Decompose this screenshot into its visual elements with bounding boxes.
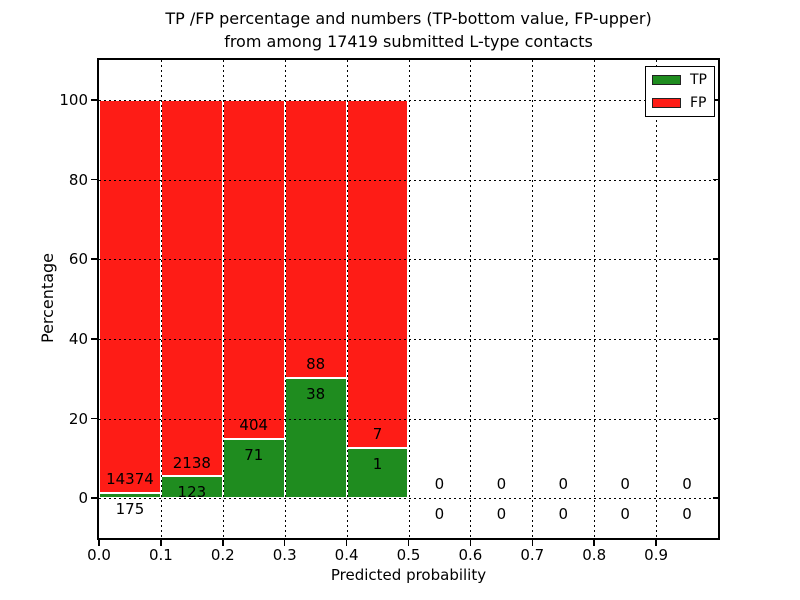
y-tick-label: 100 [59, 90, 88, 109]
y-tick-label: 80 [68, 170, 88, 189]
chart-title-line2: from among 17419 submitted L-type contac… [224, 32, 593, 51]
vertical-gridline [470, 60, 472, 538]
fp-bar-segment [222, 99, 285, 439]
legend-item-tp: TP [652, 73, 707, 87]
tp-count-label: 0 [496, 505, 507, 524]
fp-bar-segment [99, 99, 161, 494]
vertical-gridline [346, 60, 348, 538]
legend: TP FP [645, 66, 715, 117]
tp-count-label: 175 [115, 500, 145, 519]
fp-bar-segment [284, 99, 347, 379]
fp-count-label: 404 [239, 415, 269, 434]
x-tick [283, 540, 286, 546]
fp-count-label: 88 [306, 355, 326, 374]
plot-inner: TP FP 14374 175 2138 123 404 71 88 38 7 1 0 0 0 0 0 0 0 0… [99, 60, 718, 538]
x-tick-label: 0.5 [396, 546, 421, 564]
vertical-gridline [532, 60, 534, 538]
x-tick-label: 0.3 [272, 546, 297, 564]
horizontal-gridline [99, 418, 718, 420]
x-tick-label: 0.7 [520, 546, 545, 564]
legend-item-fp: FP [652, 96, 707, 110]
y-tick-label: 0 [78, 489, 88, 508]
fp-count-label: 14374 [106, 470, 154, 489]
x-tick-label: 0.4 [334, 546, 359, 564]
x-tick [531, 540, 534, 546]
tp-count-label: 1 [372, 455, 383, 474]
x-tick [345, 540, 348, 546]
y-tick-label: 40 [68, 329, 88, 348]
fp-bar-segment [346, 99, 409, 449]
tp-count-label: 123 [177, 483, 207, 502]
tp-count-label: 0 [434, 505, 445, 524]
legend-label-tp: TP [690, 72, 707, 88]
chart-title-line1: TP /FP percentage and numbers (TP-bottom… [165, 9, 652, 28]
x-tick [407, 540, 410, 546]
y-tick [91, 338, 97, 340]
fp-count-label: 0 [682, 475, 692, 494]
fp-count-label: 0 [558, 475, 569, 494]
vertical-gridline [284, 60, 286, 538]
vertical-gridline [594, 60, 596, 538]
y-tick [91, 99, 97, 101]
chart-title: TP /FP percentage and numbers (TP-bottom… [99, 7, 718, 53]
x-tick-label: 0.1 [148, 546, 173, 564]
x-axis-label: Predicted probability [330, 566, 487, 584]
tp-count-label: 0 [620, 505, 630, 524]
x-tick-label: 0.8 [582, 546, 607, 564]
tp-count-label: 71 [244, 445, 264, 464]
tp-bar-segment [222, 438, 285, 499]
y-tick [91, 497, 97, 499]
tp-count-label: 0 [682, 505, 692, 524]
x-tick [160, 540, 162, 546]
x-tick-label: 0.6 [458, 546, 483, 564]
x-tick [655, 540, 657, 546]
vertical-gridline [222, 60, 224, 538]
x-tick-label: 0.9 [644, 546, 669, 564]
legend-label-fp: FP [690, 95, 707, 111]
y-tick [91, 178, 97, 181]
fp-count-label: 0 [496, 475, 507, 494]
fp-count-label: 2138 [172, 453, 211, 472]
tp-bar-segment [284, 378, 347, 499]
fp-color-swatch [652, 98, 681, 108]
x-tick [469, 540, 472, 546]
tp-bar-segment [99, 493, 161, 499]
tp-color-swatch [652, 75, 681, 85]
fp-bar-segment [160, 99, 223, 477]
x-tick-label: 0.0 [87, 546, 111, 564]
vertical-gridline [160, 60, 162, 538]
horizontal-gridline [99, 259, 718, 261]
plot-area: TP FP 14374 175 2138 123 404 71 88 38 7 1 0 0 0 0 0 0 0 0… [97, 58, 720, 540]
vertical-gridline [656, 60, 658, 538]
y-tick [91, 258, 97, 260]
tp-count-label: 38 [306, 384, 326, 403]
y-tick-label: 20 [68, 409, 88, 428]
horizontal-gridline [99, 498, 718, 500]
tp-count-label: 0 [558, 505, 569, 524]
fp-count-label: 0 [620, 475, 630, 494]
horizontal-gridline [99, 338, 718, 340]
x-tick-label: 0.2 [210, 546, 235, 564]
horizontal-gridline [99, 99, 718, 101]
fp-count-label: 0 [434, 475, 445, 494]
fp-count-label: 7 [372, 425, 383, 444]
y-tick-label: 60 [68, 250, 88, 269]
x-tick [98, 540, 100, 546]
vertical-gridline [408, 60, 410, 538]
horizontal-gridline [99, 179, 718, 181]
x-tick [593, 540, 595, 546]
y-tick [91, 417, 97, 420]
x-tick [222, 540, 224, 546]
